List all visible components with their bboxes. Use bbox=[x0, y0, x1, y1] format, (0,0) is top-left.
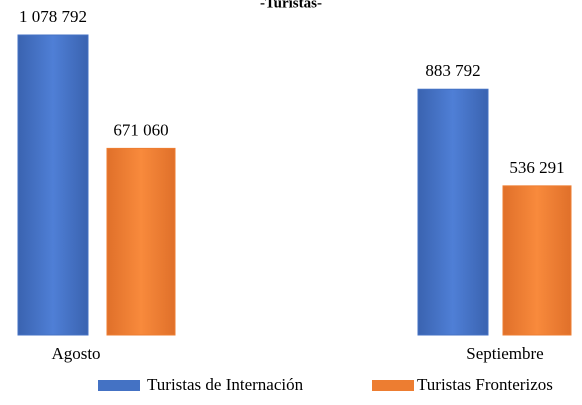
legend-swatch bbox=[372, 380, 414, 391]
legend-swatch bbox=[98, 380, 140, 391]
x-tick-label: Agosto bbox=[51, 344, 100, 363]
value-label: 883 792 bbox=[425, 61, 480, 80]
bar bbox=[417, 88, 489, 336]
value-label: 536 291 bbox=[509, 158, 564, 177]
x-tick-label: Septiembre bbox=[466, 344, 543, 363]
legend-label: Turistas de Internación bbox=[147, 375, 304, 394]
bar bbox=[502, 185, 572, 336]
value-label: 1 078 792 bbox=[19, 7, 87, 26]
bar bbox=[106, 147, 176, 336]
bar bbox=[17, 34, 89, 336]
legend-label: Turistas Fronterizos bbox=[417, 375, 553, 394]
chart-title: -Turistas- bbox=[260, 0, 322, 11]
value-label: 671 060 bbox=[113, 120, 168, 139]
